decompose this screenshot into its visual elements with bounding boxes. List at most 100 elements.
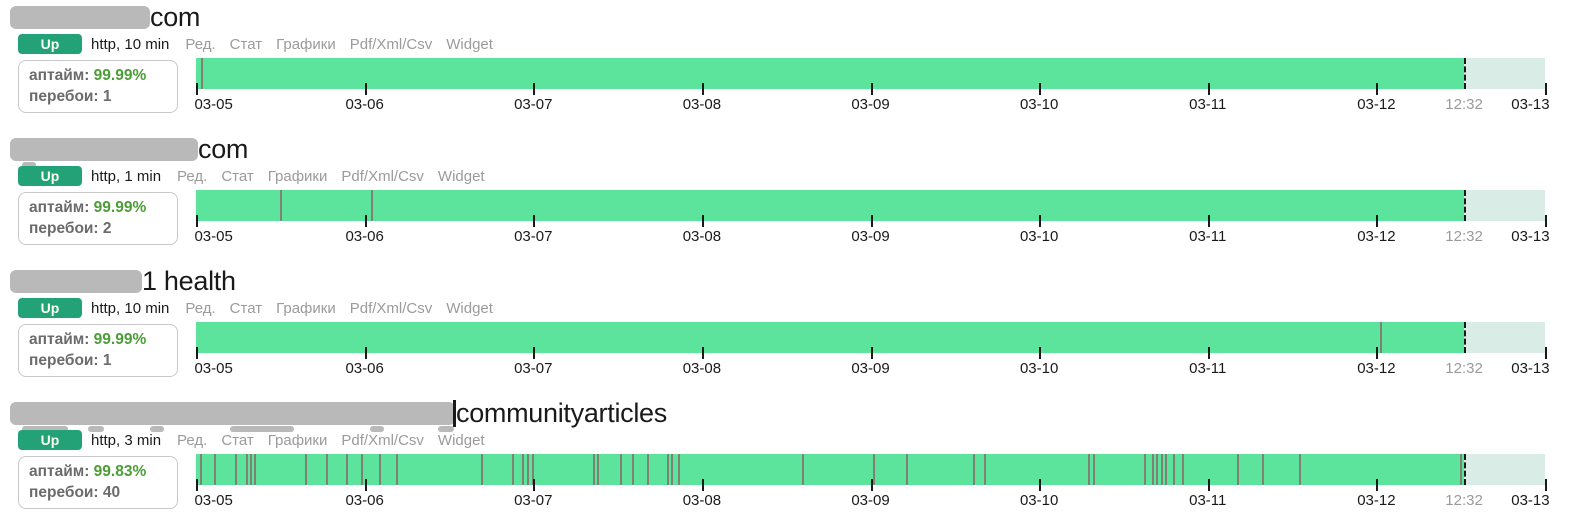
monitor-meta-row: Up http, 10 min Ред. Стат Графики Pdf/Xm… bbox=[18, 33, 493, 55]
export-link[interactable]: Pdf/Xml/Csv bbox=[341, 431, 424, 449]
axis-date-label: 03-08 bbox=[682, 228, 722, 245]
uptime-timeline: 03-05 03-06 03-07 03-08 03-09 03-10 03-11 03-12… bbox=[194, 322, 1550, 379]
outage-mark bbox=[1261, 454, 1264, 485]
edit-link[interactable]: Ред. bbox=[177, 167, 208, 185]
timeline-axis: 03-05 03-06 03-07 03-08 03-09 03-10 03-11 03-12… bbox=[194, 479, 1550, 511]
uptime-stats-box: аптайм: 99.99% перебои: 1 bbox=[18, 60, 178, 113]
outage-mark bbox=[1172, 454, 1175, 485]
axis-tick bbox=[196, 479, 198, 491]
monitor-title-suffix: com bbox=[198, 133, 249, 164]
axis-tick bbox=[1207, 215, 1210, 227]
widget-link[interactable]: Widget bbox=[437, 167, 485, 185]
outage-mark bbox=[905, 454, 908, 485]
check-type-label: http, 3 min bbox=[91, 431, 162, 449]
outage-mark bbox=[480, 454, 483, 485]
axis-date-label: 03-10 bbox=[1019, 228, 1059, 245]
redacted-title-tail bbox=[438, 426, 454, 432]
stats-link[interactable]: Стат bbox=[229, 35, 263, 53]
stats-link[interactable]: Стат bbox=[221, 167, 254, 185]
outage-mark bbox=[279, 190, 282, 221]
axis-date-label: 03-10 bbox=[1019, 360, 1059, 377]
axis-date-label: 03-05 bbox=[194, 228, 233, 245]
monitor-links: Ред. Стат Графики Pdf/Xml/Csv Widget bbox=[185, 300, 493, 317]
axis-date-label: 03-06 bbox=[345, 360, 384, 377]
current-time-marker bbox=[1464, 454, 1467, 485]
outages-value: 2 bbox=[102, 220, 112, 237]
uptime-line: аптайм: 99.99% bbox=[29, 331, 147, 348]
outage-mark bbox=[1299, 454, 1302, 485]
axis-date-label: 03-09 bbox=[851, 228, 890, 245]
outage-mark bbox=[619, 454, 622, 485]
outage-mark bbox=[201, 58, 204, 89]
axis-tick bbox=[1376, 215, 1379, 227]
export-link[interactable]: Pdf/Xml/Csv bbox=[349, 35, 433, 53]
export-link[interactable]: Pdf/Xml/Csv bbox=[341, 167, 424, 185]
axis-date-label: 03-05 bbox=[194, 96, 233, 113]
future-segment bbox=[1464, 322, 1545, 353]
monitor-row: 1 health Up http, 10 min Ред. Стат Графи… bbox=[0, 264, 1570, 396]
axis-date-label: 03-13 bbox=[1511, 96, 1550, 113]
axis-tick bbox=[1039, 347, 1042, 359]
outage-mark bbox=[1460, 454, 1462, 485]
outage-mark bbox=[1182, 454, 1185, 485]
axis-date-label: 03-07 bbox=[514, 228, 553, 245]
axis-tick bbox=[1039, 83, 1042, 95]
redacted-title-tail bbox=[370, 426, 384, 432]
widget-link[interactable]: Widget bbox=[437, 431, 485, 449]
uptime-value: 99.99% bbox=[93, 199, 147, 216]
monitor-title: com bbox=[10, 133, 249, 168]
axis-tick bbox=[364, 215, 367, 227]
outage-mark bbox=[511, 454, 514, 485]
charts-link[interactable]: Графики bbox=[276, 35, 336, 53]
outage-mark bbox=[1144, 454, 1147, 485]
charts-link[interactable]: Графики bbox=[267, 167, 328, 185]
monitor-row: com Up http, 1 min Ред. Стат Графики Pdf… bbox=[0, 132, 1570, 264]
axis-date-label: 03-05 bbox=[194, 360, 233, 377]
uptime-timeline: 03-05 03-06 03-07 03-08 03-09 03-10 03-11 03-12… bbox=[194, 58, 1550, 115]
edit-link[interactable]: Ред. bbox=[177, 431, 208, 449]
uptime-value: 99.99% bbox=[93, 331, 147, 348]
redacted-title-text bbox=[10, 269, 142, 293]
outage-mark bbox=[395, 454, 398, 485]
redacted-title-tail bbox=[88, 426, 104, 432]
outages-line: перебои: 1 bbox=[29, 352, 112, 369]
uptime-line: аптайм: 99.83% bbox=[29, 463, 147, 480]
check-type-label: http, 1 min bbox=[91, 167, 162, 185]
axis-date-label: 03-13 bbox=[1511, 492, 1550, 509]
stats-link[interactable]: Стат bbox=[229, 299, 263, 317]
axis-date-label: 03-12 bbox=[1357, 228, 1396, 245]
monitor-row: com Up http, 10 min Ред. Стат Графики Pd… bbox=[0, 0, 1570, 132]
outage-mark bbox=[973, 454, 976, 485]
redacted-title-tail bbox=[230, 426, 294, 432]
redacted-title-tail bbox=[22, 162, 36, 168]
uptime-timeline: 03-05 03-06 03-07 03-08 03-09 03-10 03-11 03-12… bbox=[194, 190, 1550, 247]
outage-mark bbox=[1237, 454, 1240, 485]
axis-tick bbox=[364, 83, 367, 95]
axis-tick bbox=[1545, 83, 1547, 95]
charts-link[interactable]: Графики bbox=[267, 431, 328, 449]
current-time-label: 12:32 bbox=[1445, 492, 1483, 509]
monitor-meta-row: Up http, 3 min Ред. Стат Графики Pdf/Xml… bbox=[18, 429, 485, 451]
axis-date-label: 03-07 bbox=[514, 96, 553, 113]
axis-tick bbox=[1039, 479, 1042, 491]
edit-link[interactable]: Ред. bbox=[185, 35, 216, 53]
axis-date-label: 03-06 bbox=[345, 228, 384, 245]
widget-link[interactable]: Widget bbox=[446, 299, 493, 317]
axis-tick bbox=[701, 83, 704, 95]
axis-date-label: 03-10 bbox=[1019, 96, 1059, 113]
outages-line: перебои: 1 bbox=[29, 88, 112, 105]
uptime-value: 99.83% bbox=[93, 463, 147, 480]
outage-mark bbox=[1152, 454, 1155, 485]
widget-link[interactable]: Widget bbox=[446, 35, 493, 53]
outage-mark bbox=[345, 454, 348, 485]
outage-mark bbox=[360, 454, 363, 485]
charts-link[interactable]: Графики bbox=[276, 299, 336, 317]
edit-link[interactable]: Ред. bbox=[185, 299, 216, 317]
title-edge-mark bbox=[453, 399, 456, 427]
axis-tick bbox=[533, 83, 536, 95]
future-segment bbox=[1464, 190, 1545, 221]
stats-link[interactable]: Стат bbox=[221, 431, 254, 449]
outages-value: 40 bbox=[102, 484, 121, 501]
axis-date-label: 03-09 bbox=[851, 492, 890, 509]
export-link[interactable]: Pdf/Xml/Csv bbox=[349, 299, 433, 317]
